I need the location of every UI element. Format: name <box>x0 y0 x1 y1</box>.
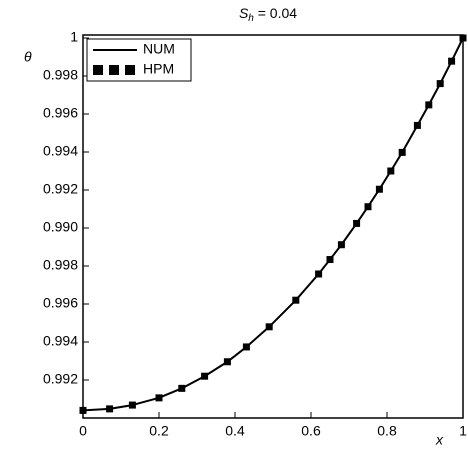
marker <box>106 405 114 413</box>
marker <box>223 358 231 366</box>
marker <box>265 323 273 331</box>
y-tick-label: 0.998 <box>43 67 78 83</box>
marker <box>128 401 136 409</box>
legend-marker <box>125 65 135 75</box>
marker <box>292 296 300 304</box>
legend-box <box>86 38 192 82</box>
marker <box>436 80 444 88</box>
marker <box>364 203 372 211</box>
x-tick-label: 0.2 <box>149 423 169 439</box>
y-tick-label: 0.996 <box>43 105 78 121</box>
x-axis-label: x <box>435 432 444 448</box>
y-tick-label: 0.992 <box>43 181 78 197</box>
y-tick-label: 0.998 <box>43 257 78 273</box>
marker <box>315 270 323 278</box>
y-tick-label: 1 <box>70 29 78 45</box>
title-subscript: h <box>248 13 254 24</box>
title-main: S <box>239 5 249 21</box>
marker <box>448 57 456 65</box>
legend-label: NUM <box>143 41 175 57</box>
y-tick-label: 0.992 <box>43 371 78 387</box>
marker <box>337 241 345 249</box>
marker <box>375 185 383 193</box>
x-tick-label: 0.8 <box>377 423 397 439</box>
marker <box>413 121 421 129</box>
title-suffix: = 0.04 <box>254 5 297 21</box>
line <box>82 37 464 412</box>
marker <box>387 167 395 175</box>
legend-marker <box>109 65 119 75</box>
x-tick-label: 0.6 <box>301 423 321 439</box>
y-tick-label: 0.994 <box>43 143 78 159</box>
y-tick-label: 0.990 <box>43 219 78 235</box>
marker <box>459 34 467 42</box>
marker <box>79 406 87 414</box>
legend-marker <box>93 65 103 75</box>
marker <box>201 372 209 380</box>
x-tick-label: 0 <box>79 423 87 439</box>
marker <box>326 256 334 264</box>
marker <box>242 343 250 351</box>
y-tick-label: 0.994 <box>43 333 78 349</box>
marker <box>398 148 406 156</box>
plot-frame <box>82 34 464 419</box>
x-tick-label: 0.4 <box>225 423 245 439</box>
marker <box>425 101 433 109</box>
y-tick-label: 0.996 <box>43 295 78 311</box>
marker <box>178 384 186 392</box>
marker <box>353 219 361 227</box>
marker <box>155 394 163 402</box>
y-axis-label: θ <box>24 49 32 65</box>
legend-label: HPM <box>143 61 174 77</box>
chart-title: Sh = 0.04 <box>239 5 297 24</box>
x-tick-label: 1 <box>459 423 467 439</box>
